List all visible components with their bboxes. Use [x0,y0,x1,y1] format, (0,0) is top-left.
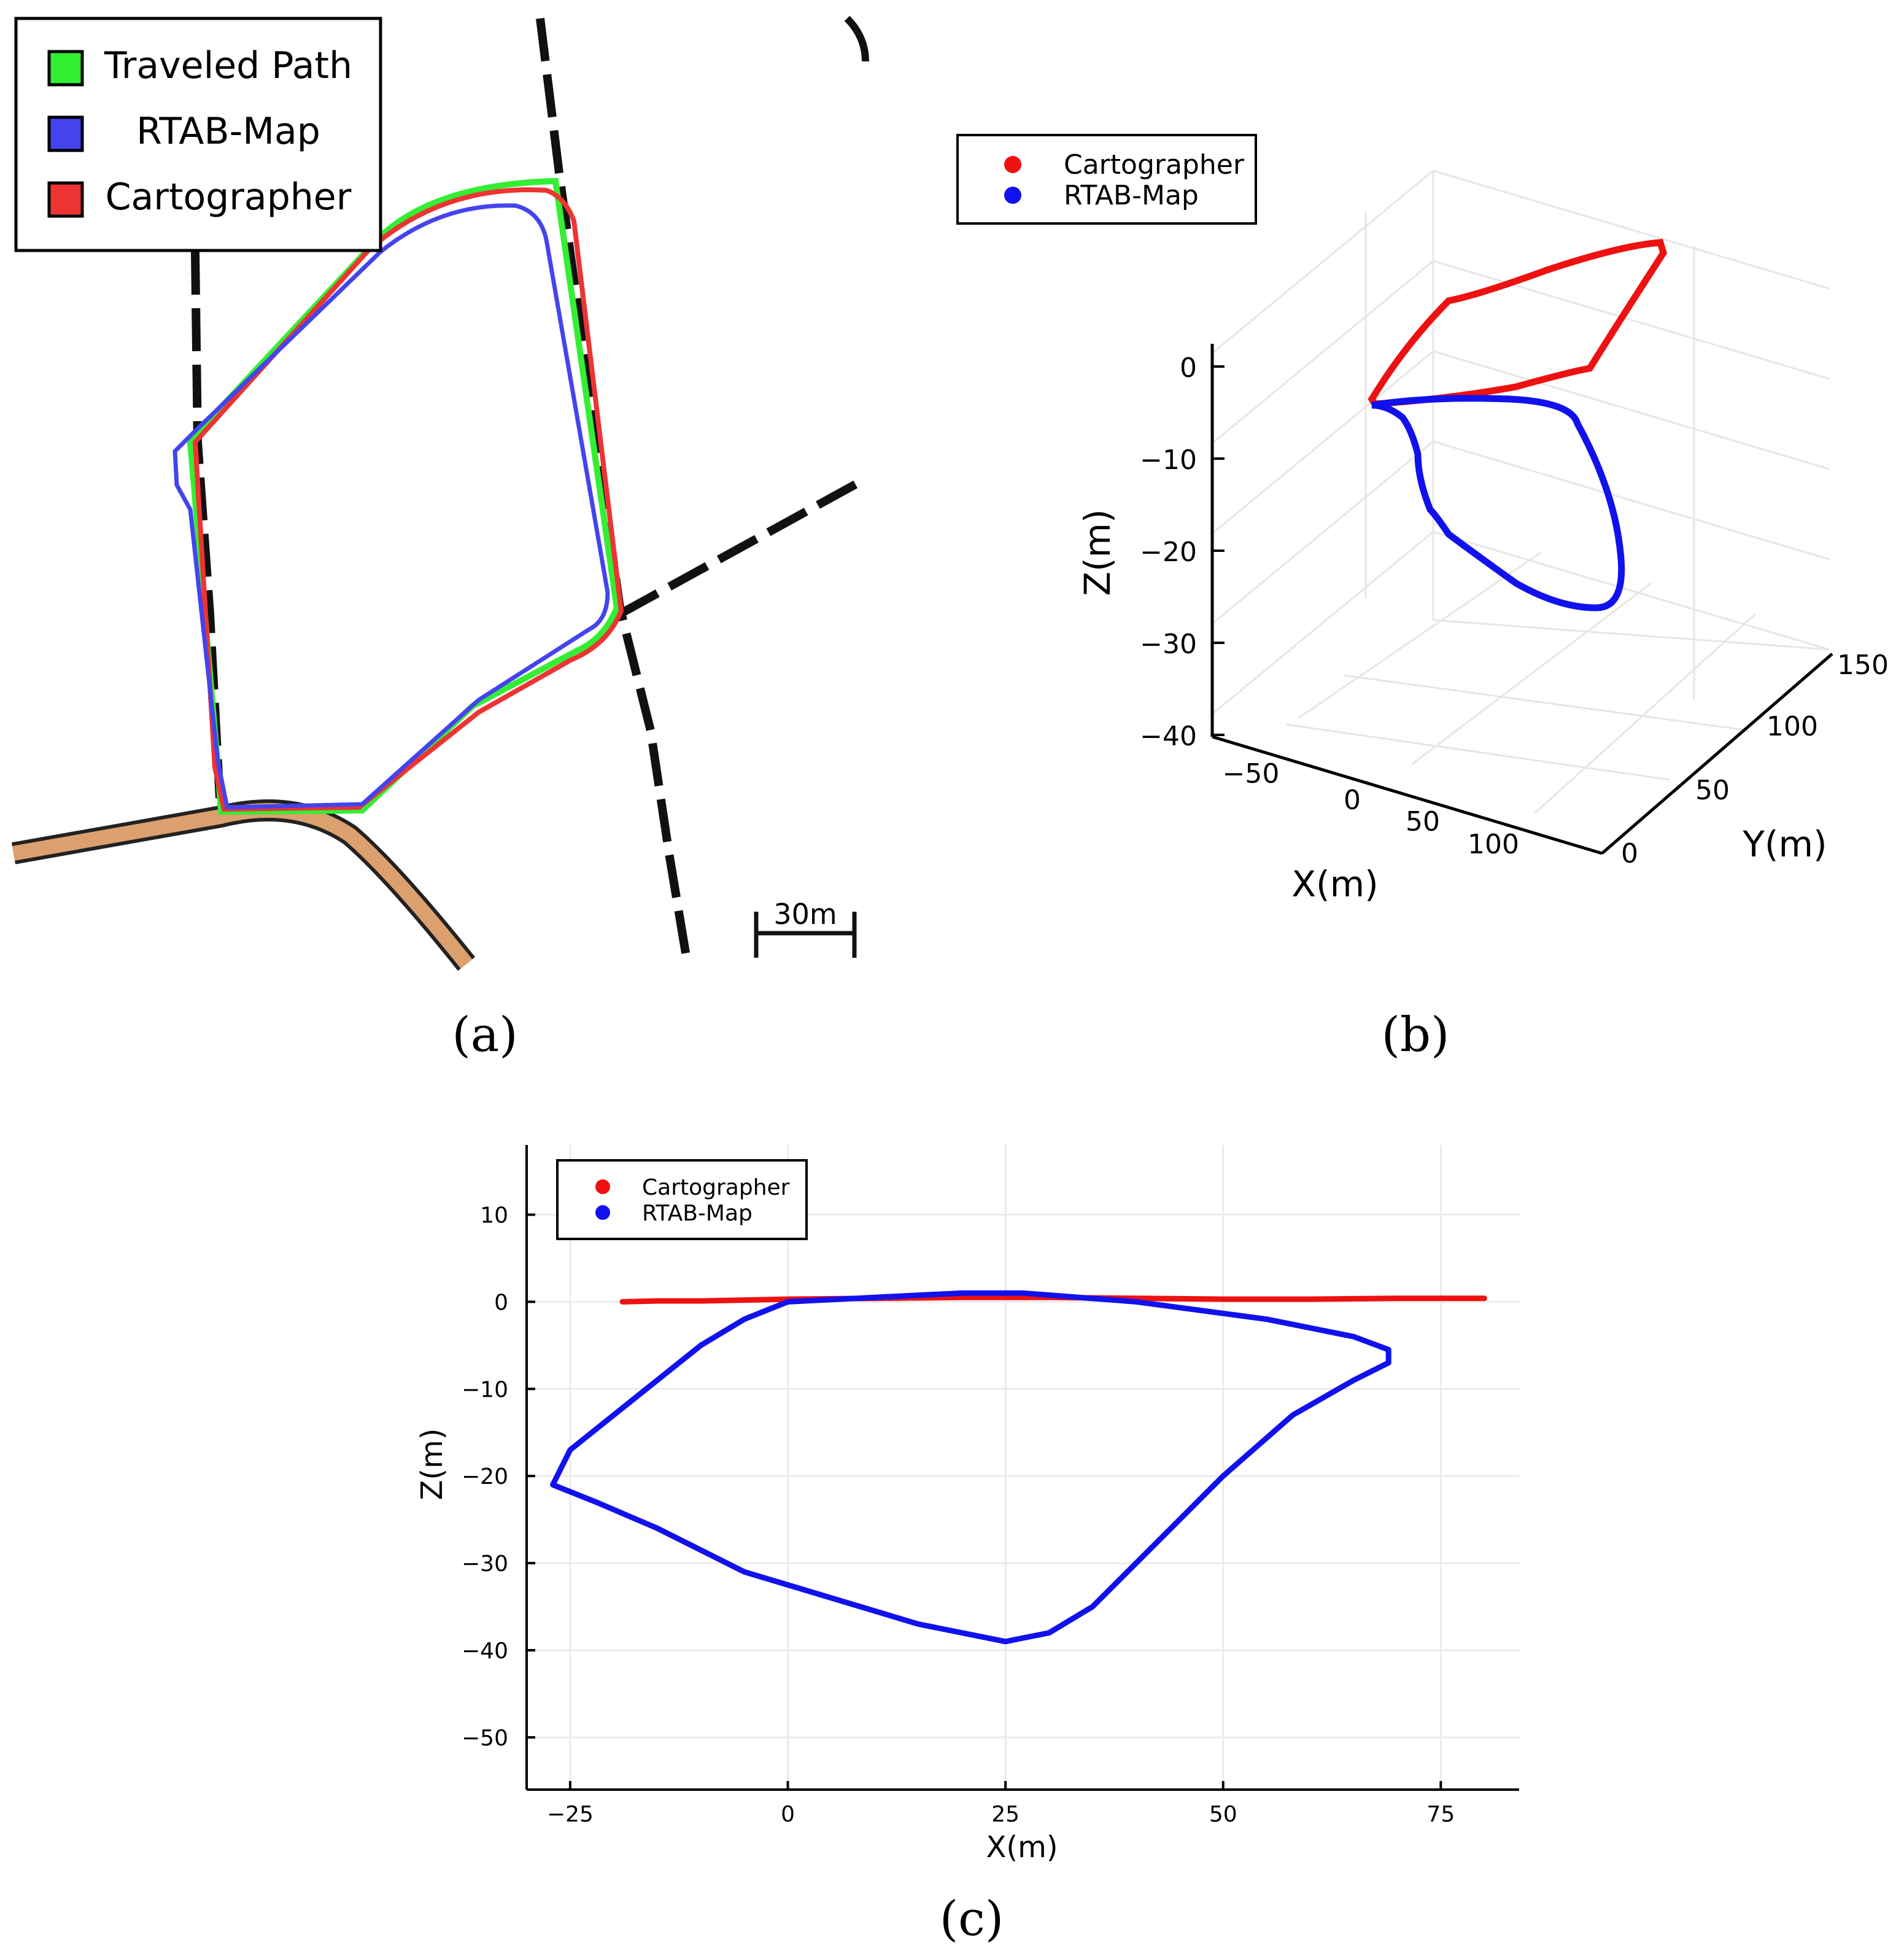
z-tick-label: −30 [1140,629,1197,660]
panel-c-legend: Cartographer RTAB-Map [556,1159,808,1240]
x-tick-label: 100 [1468,829,1519,860]
panel-b-zlabel: Z(m) [1077,509,1118,596]
scale-bar: 30m [754,898,857,958]
panel-b-ylabel: Y(m) [1742,823,1827,865]
y-tick-label: −50 [462,1726,508,1751]
legend-swatch-cartographer [47,181,84,218]
y-tick-label: −10 [462,1377,508,1402]
panel-b-axes [1210,344,1833,855]
legend-label-cartographer: Cartographer [1064,149,1245,180]
panel-b-y-ticks: 0 50 100 150 [1621,650,1889,869]
legend-marker-rtabmap [1004,187,1021,204]
panel-c-grid [527,1145,1519,1790]
panel-c-xz-plot: −25 0 25 50 75 10 0 −10 −20 −30 −40 −50 … [415,1145,1519,1947]
panel-b-legend: Cartographer RTAB-Map [956,134,1257,225]
x-tick-label: 0 [781,1802,795,1827]
dashed-boundary-line [536,18,692,965]
x-tick-label: 50 [1406,806,1440,837]
y-tick-label: 100 [1767,711,1818,742]
panel-b-x-ticks: −50 0 50 100 [1223,758,1519,860]
z-tick-label: 0 [1180,352,1197,384]
y-tick-label: 0 [494,1290,508,1315]
legend-marker-cartographer [1004,156,1021,173]
legend-swatch-rtabmap [47,115,84,152]
panel-b-3d-plot: 0 −10 −20 −30 −40 −50 0 50 100 0 50 100 … [956,134,1889,1063]
panel-b-cartographer-trajectory [1368,239,1667,408]
y-tick-label: 50 [1695,775,1730,806]
panel-c-ylabel: Z(m) [415,1428,449,1500]
panel-a-map: 30m Traveled Path RTAB-Map Cartographer … [11,15,869,1063]
panel-c-xlabel: X(m) [986,1830,1058,1865]
panel-b-grid [1212,169,1830,815]
legend-swatch-traveled-path [47,50,84,87]
y-tick-label: −30 [462,1551,508,1577]
rtabmap-trajectory [550,1290,1391,1645]
panel-b-xlabel: X(m) [1291,863,1379,905]
y-tick-label: −20 [462,1464,508,1489]
legend-marker-cartographer [595,1179,610,1194]
cartographer-trajectory [619,1294,1487,1305]
x-tick-label: −25 [547,1802,594,1827]
y-tick-label: 150 [1837,650,1889,681]
z-tick-label: −40 [1140,721,1197,752]
legend-marker-rtabmap [595,1205,610,1220]
y-tick-label: −40 [462,1639,508,1664]
panel-b-z-ticks: 0 −10 −20 −30 −40 [1140,352,1225,752]
legend-label-cartographer: Cartographer [106,176,352,219]
rtabmap-trajectory [172,203,610,810]
z-tick-label: −10 [1140,444,1197,476]
panel-a-caption: (a) [452,1007,517,1063]
legend-label-traveled-path: Traveled Path [104,44,352,87]
z-tick-label: −20 [1140,537,1197,568]
y-tick-label: 0 [1621,838,1638,869]
panel-c-series [550,1290,1487,1645]
panel-b-caption: (b) [1382,1007,1450,1063]
x-tick-label: 50 [1209,1802,1237,1827]
map-edge-curve [844,15,869,62]
panel-c-ticks: −25 0 25 50 75 10 0 −10 −20 −30 −40 −50 [462,1203,1455,1827]
dashed-boundary-line [617,475,868,618]
cartographer-trajectory [192,187,624,812]
x-tick-label: 75 [1426,1802,1455,1827]
traveled-path-trajectory [187,177,621,815]
legend-label-rtabmap: RTAB-Map [1064,180,1199,211]
legend-label-rtabmap: RTAB-Map [642,1201,753,1226]
x-tick-label: −50 [1223,758,1280,790]
legend-label-cartographer: Cartographer [642,1175,790,1200]
x-tick-label: 0 [1344,785,1361,816]
panel-a-legend: Traveled Path RTAB-Map Cartographer [14,17,382,252]
legend-label-rtabmap: RTAB-Map [136,110,320,153]
y-tick-label: 10 [480,1203,508,1228]
panel-c-axes [525,1145,1519,1791]
panel-b-rtabmap-trajectory [1371,395,1625,611]
x-tick-label: 25 [991,1802,1020,1827]
scale-bar-label: 30m [773,898,837,931]
panel-c-caption: (c) [940,1892,1004,1947]
